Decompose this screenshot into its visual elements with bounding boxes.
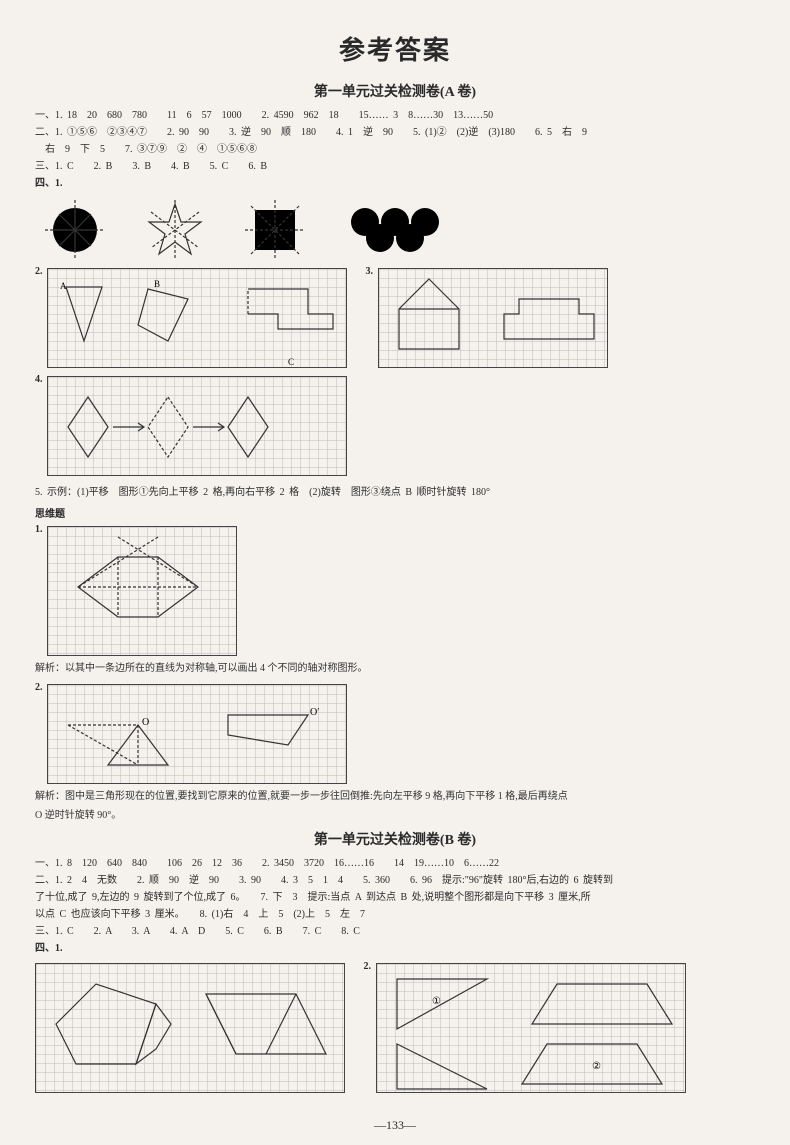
section-a-line3: 三、1. C 2. B 3. B 4. B 5. C 6. B xyxy=(35,158,755,175)
section-a-line2: 二、1. ①⑤⑥ ②③④⑦ 2. 90 90 3. 逆 90 顺 180 4. … xyxy=(35,124,755,141)
siwei-q1-row: 1. xyxy=(35,524,755,658)
grid-a-q3 xyxy=(378,268,608,368)
grid-siwei1 xyxy=(47,526,237,656)
letter-c: C xyxy=(288,357,294,367)
circle-with-lines-icon xyxy=(45,200,105,260)
page-number: —133— xyxy=(374,1118,416,1133)
letter-b: B xyxy=(154,279,160,289)
section-b-line3: 三、1. C 2. A 3. A 4. A D 5. C 6. B 7. C 8… xyxy=(35,923,755,940)
grid-siwei2: O O′ xyxy=(47,684,347,784)
siwei-analysis2b: O 逆时针旋转 90°。 xyxy=(35,808,755,823)
olympic-rings-icon xyxy=(345,200,445,260)
section-a-q4-row: 4. xyxy=(35,374,755,478)
section-b-line2a: 二、1. 2 4 无数 2. 顺 90 逆 90 3. 90 4. 3 5 1 … xyxy=(35,872,755,889)
star-icon xyxy=(145,200,205,260)
section-a-q5: 5. 示例：(1)平移 图形①先向上平移 2 格,再向右平移 2 格 (2)旋转… xyxy=(35,484,755,501)
letter-o-prime: O′ xyxy=(310,707,319,718)
square-circle-icon xyxy=(245,200,305,260)
siwei-label: 思维题 xyxy=(35,505,755,520)
grid-a-q4 xyxy=(47,376,347,476)
siwei-q2-row: 2. O O′ xyxy=(35,682,755,786)
geom-icons-row xyxy=(45,200,755,260)
section-a-line2b: 右 9 下 5 7. ③⑦⑨ ② ④ ①⑤⑥⑧ xyxy=(35,141,755,158)
section-b-line2c: 以点 C 也应该向下平移 3 厘米。 8. (1)右 4 上 5 (2)上 5 … xyxy=(35,906,755,923)
section-b-line2b: 了十位,成了 9,左边的 9 旋转到了个位,成了 6。 7. 下 3 提示:当点… xyxy=(35,889,755,906)
section-b-title: 第一单元过关检测卷(B 卷) xyxy=(35,829,755,849)
label-q4: 4. xyxy=(35,374,43,385)
main-title: 参考答案 xyxy=(35,30,755,67)
section-a-four-label: 四、1. xyxy=(35,175,755,192)
section-b-line1: 一、1. 8 120 640 840 106 26 12 36 2. 3450 … xyxy=(35,855,755,872)
section-a-q2-q3-row: 2. A B C 3. xyxy=(35,266,755,370)
section-b-four-label: 四、1. xyxy=(35,940,755,957)
section-b-q1-q2-row: 2. ① ② xyxy=(35,961,755,1095)
circle-1: ① xyxy=(432,996,441,1007)
section-a-line1: 一、1. 18 20 680 780 11 6 57 1000 2. 4590 … xyxy=(35,107,755,124)
label-b-q2: 2. xyxy=(364,961,372,972)
letter-a: A xyxy=(60,281,67,291)
label-q3: 3. xyxy=(366,266,374,277)
grid-a-q2: A B C xyxy=(47,268,347,368)
siwei-analysis2a: 解析：图中是三角形现在的位置,要找到它原来的位置,就要一步一步往回倒推:先向左平… xyxy=(35,789,755,804)
grid-b-q1 xyxy=(35,963,345,1093)
siwei-analysis1: 解析：以其中一条边所在的直线为对称轴,可以画出 4 个不同的轴对称图形。 xyxy=(35,661,755,676)
section-a-title: 第一单元过关检测卷(A 卷) xyxy=(35,81,755,101)
label-q2: 2. xyxy=(35,266,43,277)
grid-b-q2: ① ② xyxy=(376,963,686,1093)
circle-2: ② xyxy=(592,1061,601,1072)
letter-o: O xyxy=(142,717,149,728)
siwei-label-2: 2. xyxy=(35,682,43,693)
siwei-label-1: 1. xyxy=(35,524,43,535)
